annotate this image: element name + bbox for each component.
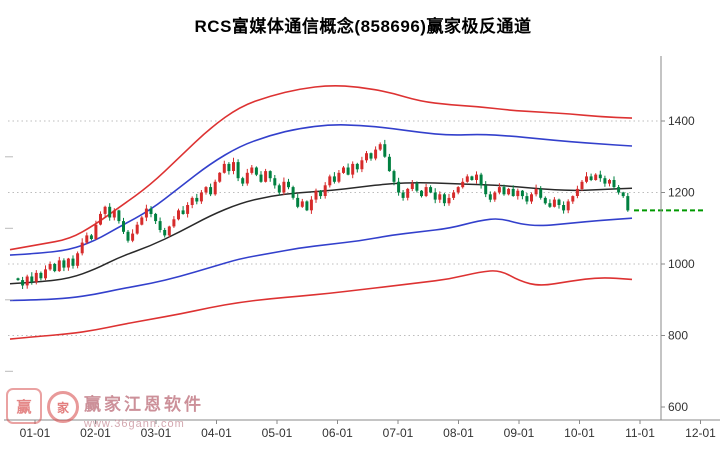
channel-line-upper-inner-blue <box>9 124 633 256</box>
x-tick-label: 11-01 <box>625 426 655 440</box>
x-axis-labels: 01-01 02-01 03-01 04-01 05-01 06-01 07-01 08-01… <box>20 420 716 440</box>
x-tick-label: 09-01 <box>504 426 535 440</box>
candlestick-series <box>16 139 630 289</box>
y-tick-label: 1200 <box>668 186 695 200</box>
y-tick-label: 600 <box>668 400 688 414</box>
x-tick-label: 04-01 <box>201 426 232 440</box>
x-tick-label: 12-01 <box>685 426 716 440</box>
channel-line-lower-outer-red <box>9 270 633 340</box>
channel-line-upper-outer-red <box>9 85 633 251</box>
x-tick-label: 10-01 <box>564 426 595 440</box>
x-tick-label: 03-01 <box>141 426 172 440</box>
y-axis-labels: 600 800 1000 1200 1400 <box>5 114 695 414</box>
x-tick-label: 02-01 <box>80 426 111 440</box>
channel-line-lower-inner-blue <box>9 217 633 302</box>
x-tick-label: 06-01 <box>322 426 353 440</box>
x-tick-label: 01-01 <box>20 426 51 440</box>
x-tick-label: 05-01 <box>262 426 293 440</box>
channel-lines <box>9 85 633 340</box>
axes <box>4 56 720 421</box>
y-tick-label: 1400 <box>668 114 695 128</box>
page-title: RCS富媒体通信概念(858696)赢家极反通道 <box>194 17 532 36</box>
x-tick-label: 08-01 <box>443 426 474 440</box>
gridlines <box>8 120 661 336</box>
x-tick-label: 07-01 <box>383 426 414 440</box>
y-tick-label: 800 <box>668 329 688 343</box>
y-tick-label: 1000 <box>668 257 695 271</box>
